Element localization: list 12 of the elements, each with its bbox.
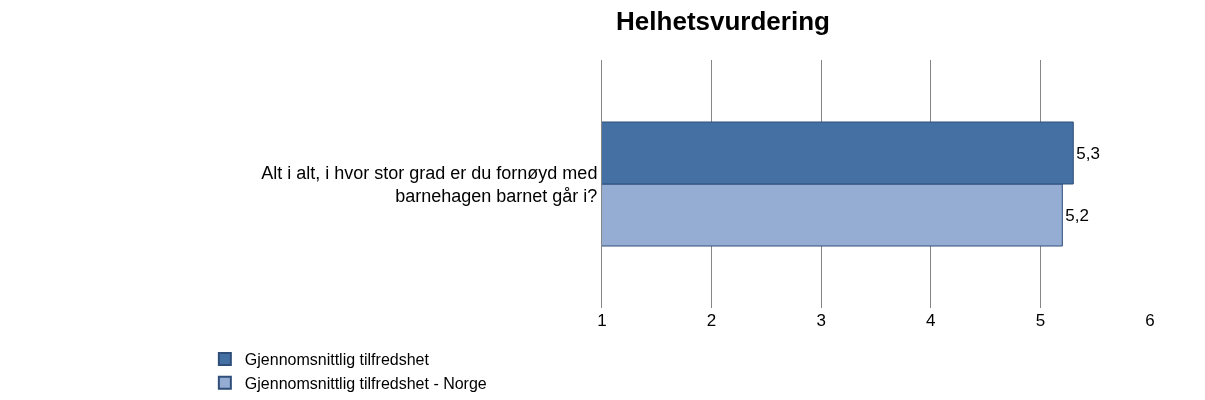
x-tick-label: 2 [706,311,717,330]
legend-label: Gjennomsnittlig tilfredshet [244,351,430,369]
legend-label: Gjennomsnittlig tilfredshet - Norge [244,374,487,392]
x-tick-label: 6 [1145,311,1155,330]
chart-title: Helhetsvurdering [616,6,830,37]
data-label: 5,2 [1065,205,1089,225]
y-tick-label: Alt i alt, i hvor stor grad er du fornøyd med barnehagen barnet går i? [261,162,598,206]
x-tick-label: 4 [926,311,936,330]
x-tick-label: 5 [1035,311,1046,330]
x-tick-label: 3 [816,311,826,330]
x-tick-label: 1 [597,311,607,330]
data-label: 5,3 [1076,143,1100,163]
